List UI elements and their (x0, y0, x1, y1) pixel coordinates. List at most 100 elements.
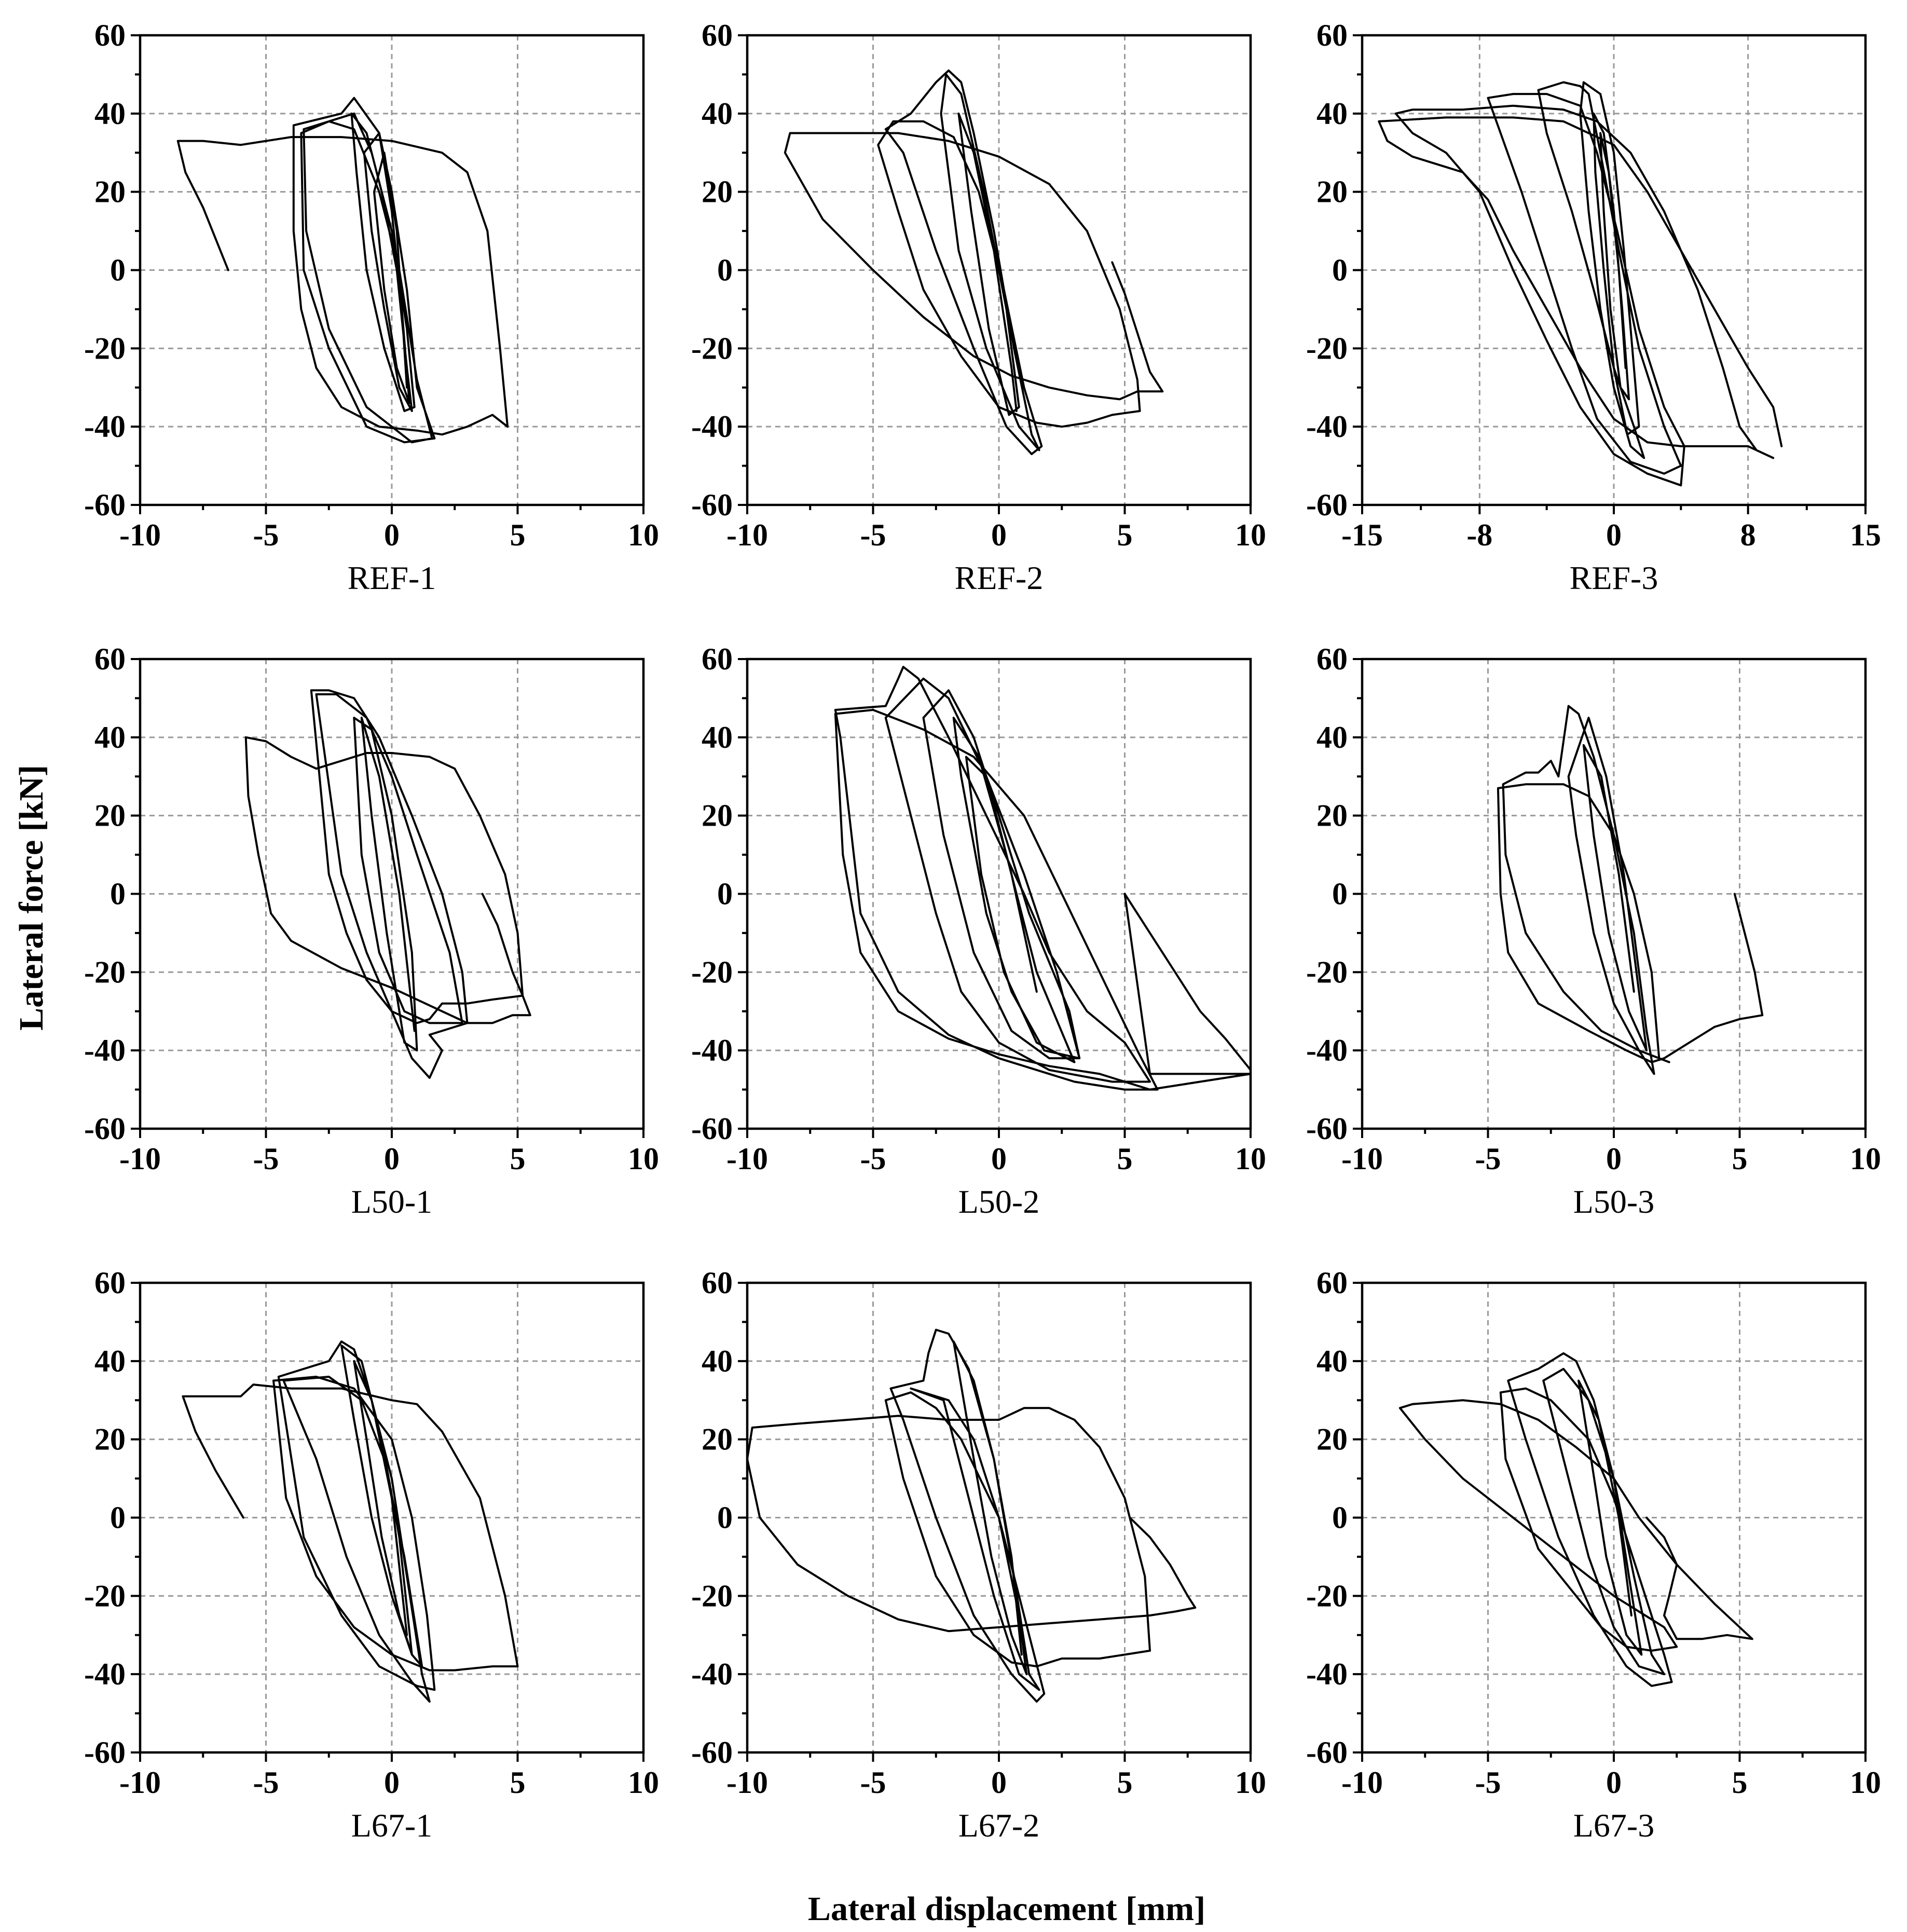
y-tick-label: 20 (702, 175, 733, 209)
panel-ref-3: -15 -8 0 8 15 -60 -40 -20 0 20 40 60 REF-3 (1306, 18, 1881, 596)
y-tick-label: 60 (1316, 18, 1348, 52)
y-tick-label: 20 (1316, 1422, 1348, 1457)
y-tick-label: 60 (94, 18, 126, 52)
panel-l50-1: -10 -5 0 5 10 -60 -40 -20 0 20 40 60 L50-1 (84, 642, 659, 1220)
panel-l67-1: -10 -5 0 5 10 -60 -40 -20 0 20 40 60 L67-1 (84, 1266, 659, 1844)
y-tick-label: -40 (1306, 1657, 1348, 1691)
x-tick-label: -10 (726, 518, 768, 552)
x-tick-label: 0 (384, 518, 400, 552)
y-tick-label: -20 (1306, 1579, 1348, 1613)
x-tick-label: -8 (1466, 518, 1492, 552)
x-tick-label: 0 (991, 518, 1007, 552)
y-tick-label: 60 (702, 642, 733, 676)
y-tick-label: -60 (691, 1735, 733, 1770)
y-tick-label: 60 (702, 1266, 733, 1300)
panel-l50-2: -10 -5 0 5 10 -60 -40 -20 0 20 40 60 L50-2 (691, 642, 1266, 1220)
panel-ref-1: -10 -5 0 5 10 -60 -40 -20 0 20 40 60 REF-1 (84, 18, 659, 596)
x-axis-title: Lateral displacement [mm] (808, 1890, 1205, 1928)
x-tick-label: -5 (860, 1142, 886, 1176)
x-tick-label: 10 (628, 1142, 659, 1176)
y-tick-label: -60 (1306, 1112, 1348, 1146)
y-tick-label: -40 (84, 1033, 126, 1067)
x-tick-label: 0 (1606, 1142, 1622, 1176)
x-tick-label: 5 (1117, 1142, 1133, 1176)
x-tick-label: -5 (1475, 1142, 1501, 1176)
y-tick-label: 20 (94, 175, 126, 209)
y-tick-label: 0 (110, 1501, 126, 1535)
y-tick-label: -20 (691, 331, 733, 365)
x-tick-label: -10 (119, 1142, 161, 1176)
y-tick-label: 60 (94, 1266, 126, 1300)
x-tick-label: 0 (384, 1765, 400, 1800)
x-tick-label: -5 (1475, 1765, 1501, 1800)
hysteresis-curve (1497, 705, 1764, 1075)
y-tick-label: 0 (717, 877, 733, 911)
x-tick-label: 5 (1732, 1765, 1748, 1800)
x-tick-label: -5 (253, 1765, 279, 1800)
y-axis-title: Lateral force [kN] (12, 765, 50, 1031)
y-tick-label: -20 (84, 331, 126, 365)
x-tick-label: 5 (510, 1142, 526, 1176)
x-tick-label: -10 (119, 1765, 161, 1800)
panel-label: L67-3 (1573, 1807, 1654, 1844)
hysteresis-curve (1378, 81, 1783, 487)
y-tick-label: -60 (1306, 488, 1348, 522)
panel-label: REF-1 (348, 559, 436, 596)
y-tick-label: -60 (84, 1112, 126, 1146)
y-tick-label: 0 (1332, 1501, 1348, 1535)
y-tick-label: 0 (717, 1501, 733, 1535)
y-tick-label: -20 (1306, 331, 1348, 365)
x-tick-label: 0 (384, 1142, 400, 1176)
hysteresis-curve (834, 666, 1252, 1091)
y-tick-label: 60 (1316, 1266, 1348, 1300)
panel-label: L50-2 (958, 1183, 1039, 1220)
hysteresis-curve (1398, 1352, 1753, 1687)
hysteresis-curve (746, 1328, 1197, 1703)
x-tick-label: -5 (253, 1142, 279, 1176)
panel-label: REF-2 (955, 559, 1044, 596)
y-tick-label: 20 (702, 1422, 733, 1457)
y-tick-label: 40 (702, 720, 733, 755)
y-tick-label: 40 (702, 1344, 733, 1378)
x-tick-label: 8 (1740, 518, 1756, 552)
x-tick-label: 5 (510, 518, 526, 552)
x-tick-label: 5 (510, 1765, 526, 1800)
y-tick-label: 0 (717, 253, 733, 287)
x-tick-label: 15 (1850, 518, 1881, 552)
x-tick-label: 5 (1117, 518, 1133, 552)
x-tick-label: -5 (253, 518, 279, 552)
x-tick-label: -5 (860, 1765, 886, 1800)
x-tick-label: 10 (1850, 1142, 1881, 1176)
y-tick-label: 0 (1332, 877, 1348, 911)
panel-label: L67-1 (351, 1807, 432, 1844)
x-tick-label: 5 (1732, 1142, 1748, 1176)
y-tick-label: -40 (84, 409, 126, 444)
panel-label: L67-2 (958, 1807, 1039, 1844)
x-tick-label: -15 (1341, 518, 1383, 552)
hysteresis-curve (244, 689, 531, 1079)
x-tick-label: 10 (628, 518, 659, 552)
x-tick-label: -10 (119, 518, 161, 552)
x-tick-label: -10 (726, 1142, 768, 1176)
panel-l67-2: -10 -5 0 5 10 -60 -40 -20 0 20 40 60 L67-2 (691, 1266, 1266, 1844)
x-tick-label: -10 (1341, 1765, 1383, 1800)
y-tick-label: 40 (1316, 97, 1348, 131)
panel-label: REF-3 (1570, 559, 1658, 596)
y-tick-label: -60 (691, 488, 733, 522)
y-tick-label: -60 (691, 1112, 733, 1146)
y-tick-label: 0 (110, 253, 126, 287)
y-tick-label: 40 (94, 1344, 126, 1378)
y-tick-label: 60 (94, 642, 126, 676)
panel-ref-2: -10 -5 0 5 10 -60 -40 -20 0 20 40 60 REF-2 (691, 18, 1266, 596)
y-tick-label: 40 (1316, 720, 1348, 755)
hysteresis-curve (784, 69, 1164, 455)
y-tick-label: -20 (691, 1579, 733, 1613)
panel-label: L50-3 (1573, 1183, 1654, 1220)
y-tick-label: -20 (84, 955, 126, 989)
y-tick-label: 20 (1316, 175, 1348, 209)
x-tick-label: 0 (1606, 518, 1622, 552)
y-tick-label: -40 (1306, 409, 1348, 444)
y-tick-label: -40 (691, 1033, 733, 1067)
y-tick-label: -60 (84, 1735, 126, 1770)
